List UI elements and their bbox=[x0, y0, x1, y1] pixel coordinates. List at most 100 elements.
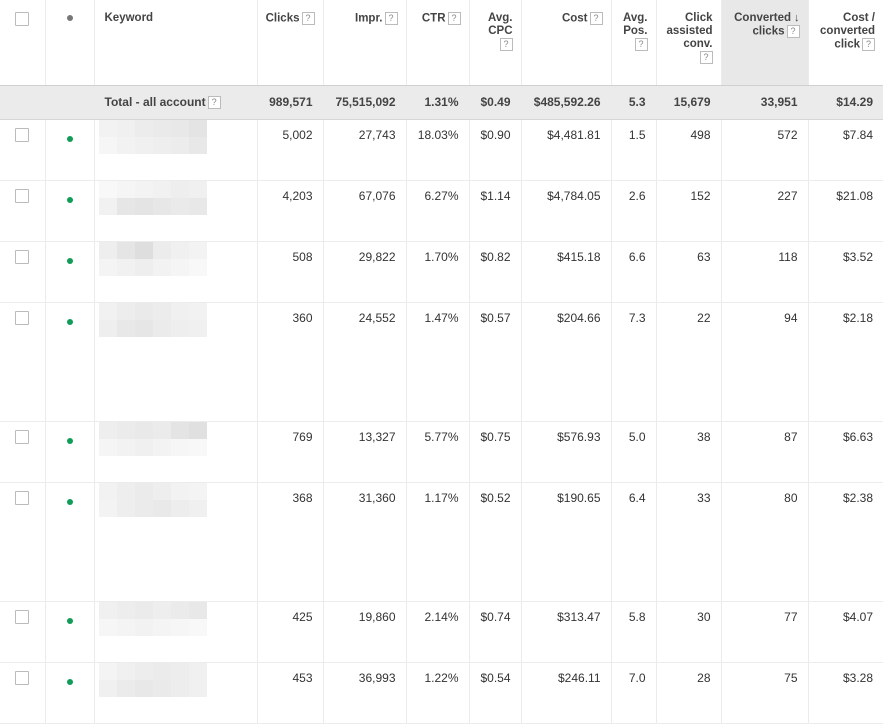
blur-block bbox=[170, 302, 189, 320]
help-icon[interactable]: ? bbox=[699, 51, 713, 64]
keyword-cell[interactable] bbox=[94, 241, 258, 303]
row-checkbox[interactable] bbox=[15, 490, 30, 505]
keyword-cell[interactable] bbox=[94, 421, 258, 483]
row-checkbox[interactable] bbox=[15, 249, 30, 264]
blur-block bbox=[188, 601, 207, 619]
blur-block bbox=[188, 136, 207, 154]
table-row[interactable]: 5,002 27,743 18.03% $0.90 $4,481.81 1.5 498 572… bbox=[0, 119, 883, 181]
impr-column-header[interactable]: Impr.? bbox=[323, 0, 407, 86]
row-checkbox-cell bbox=[0, 302, 46, 422]
cost-column-header[interactable]: Cost? bbox=[521, 0, 612, 86]
row-avg-cpc: $1.14 bbox=[469, 180, 522, 242]
blur-block bbox=[134, 180, 153, 198]
row-status-cell bbox=[45, 302, 95, 422]
table-row[interactable]: 769 13,327 5.77% $0.75 $576.93 5.0 38 87 $6.63 bbox=[0, 421, 883, 483]
click-assisted-column-header[interactable]: Click assisted conv.? bbox=[656, 0, 722, 86]
help-icon[interactable]: ? bbox=[447, 12, 461, 25]
blur-block bbox=[170, 197, 189, 215]
keyword-cell[interactable] bbox=[94, 119, 258, 181]
blur-block bbox=[152, 197, 171, 215]
blur-block bbox=[170, 601, 189, 619]
table-row[interactable]: 453 36,993 1.22% $0.54 $246.11 7.0 28 75 $3.28 bbox=[0, 662, 883, 724]
status-enabled-dot-icon[interactable] bbox=[66, 617, 73, 624]
row-checkbox-cell bbox=[0, 119, 46, 181]
table-row[interactable]: 425 19,860 2.14% $0.74 $313.47 5.8 30 77 $4.07 bbox=[0, 601, 883, 663]
cost-per-conv-column-header[interactable]: Cost / converted click? bbox=[808, 0, 883, 86]
blur-block bbox=[170, 319, 189, 337]
avg-cpc-column-header[interactable]: Avg. CPC? bbox=[469, 0, 522, 86]
help-icon[interactable]: ? bbox=[786, 25, 800, 38]
table-row[interactable]: 368 31,360 1.17% $0.52 $190.65 6.4 33 80 $2.38 bbox=[0, 482, 883, 602]
help-icon[interactable]: ? bbox=[301, 12, 315, 25]
blur-block bbox=[134, 679, 153, 697]
table-row[interactable]: 4,203 67,076 6.27% $1.14 $4,784.05 2.6 152 227 $… bbox=[0, 180, 883, 242]
status-enabled-dot-icon[interactable] bbox=[66, 318, 73, 325]
row-converted: 572 bbox=[721, 119, 809, 181]
row-checkbox[interactable] bbox=[15, 188, 30, 203]
help-icon[interactable]: ? bbox=[589, 12, 603, 25]
row-checkbox[interactable] bbox=[15, 429, 30, 444]
status-enabled-dot-icon[interactable] bbox=[66, 196, 73, 203]
select-all-checkbox[interactable] bbox=[15, 12, 30, 26]
row-checkbox[interactable] bbox=[15, 670, 30, 685]
row-cost: $204.66 bbox=[521, 302, 612, 422]
status-enabled-dot-icon[interactable] bbox=[66, 678, 73, 685]
status-enabled-dot-icon[interactable] bbox=[66, 257, 73, 264]
keyword-cell[interactable] bbox=[94, 482, 258, 602]
help-icon[interactable]: ? bbox=[384, 12, 398, 25]
blur-block bbox=[152, 499, 171, 517]
blur-block bbox=[134, 302, 153, 320]
keyword-cell[interactable] bbox=[94, 662, 258, 724]
help-icon[interactable]: ? bbox=[207, 96, 221, 110]
select-all-column bbox=[0, 0, 46, 86]
help-icon[interactable]: ? bbox=[862, 38, 875, 51]
ctr-column-header[interactable]: CTR? bbox=[406, 0, 470, 86]
keyword-column-header[interactable]: Keyword bbox=[94, 0, 258, 86]
row-impr: 27,743 bbox=[323, 119, 407, 181]
row-cost: $313.47 bbox=[521, 601, 612, 663]
row-avg-pos: 7.3 bbox=[611, 302, 657, 422]
converted-clicks-column-header[interactable]: Converted ↓ clicks? bbox=[721, 0, 809, 86]
row-impr: 31,360 bbox=[323, 482, 407, 602]
blur-block bbox=[170, 679, 189, 697]
status-enabled-dot-icon[interactable] bbox=[66, 498, 73, 505]
row-click-assisted: 63 bbox=[656, 241, 722, 303]
blur-block bbox=[134, 319, 153, 337]
help-icon[interactable]: ? bbox=[499, 38, 513, 51]
keyword-cell[interactable] bbox=[94, 302, 258, 422]
avg-pos-column-header[interactable]: Avg. Pos.? bbox=[611, 0, 657, 86]
avg-pos-header-label: Avg. bbox=[623, 12, 648, 24]
blur-block bbox=[170, 618, 189, 636]
keyword-header-label: Keyword bbox=[104, 12, 154, 24]
click-assisted-header-label-3: conv. bbox=[683, 38, 713, 50]
blur-block bbox=[170, 258, 189, 276]
blur-block bbox=[134, 197, 153, 215]
row-clicks: 508 bbox=[257, 241, 324, 303]
help-icon[interactable]: ? bbox=[634, 38, 648, 51]
status-enabled-dot-icon[interactable] bbox=[66, 437, 73, 444]
blur-block bbox=[116, 302, 135, 320]
total-clicks: 989,571 bbox=[257, 85, 324, 120]
avg-pos-header-label-2: Pos. bbox=[623, 25, 648, 37]
keyword-cell[interactable] bbox=[94, 180, 258, 242]
blur-block bbox=[170, 421, 189, 439]
table-row[interactable]: 360 24,552 1.47% $0.57 $204.66 7.3 22 94 $2.18 bbox=[0, 302, 883, 422]
row-impr: 67,076 bbox=[323, 180, 407, 242]
row-checkbox-cell bbox=[0, 421, 46, 483]
clicks-column-header[interactable]: Clicks? bbox=[257, 0, 324, 86]
blur-block bbox=[116, 197, 135, 215]
status-column[interactable] bbox=[45, 0, 95, 86]
row-checkbox[interactable] bbox=[15, 609, 30, 624]
cost-conv-header-label-3: click bbox=[834, 38, 860, 51]
blur-block bbox=[98, 679, 117, 697]
row-ctr: 1.70% bbox=[406, 241, 470, 303]
row-checkbox[interactable] bbox=[15, 127, 30, 142]
blur-block bbox=[152, 618, 171, 636]
table-row[interactable]: 508 29,822 1.70% $0.82 $415.18 6.6 63 118 $3.52 bbox=[0, 241, 883, 303]
blur-block bbox=[188, 438, 207, 456]
cost-conv-header-label-2: converted bbox=[820, 25, 875, 37]
keyword-cell[interactable] bbox=[94, 601, 258, 663]
click-assisted-header-label: Click bbox=[685, 12, 713, 24]
row-checkbox[interactable] bbox=[15, 310, 30, 325]
status-enabled-dot-icon[interactable] bbox=[66, 135, 73, 142]
